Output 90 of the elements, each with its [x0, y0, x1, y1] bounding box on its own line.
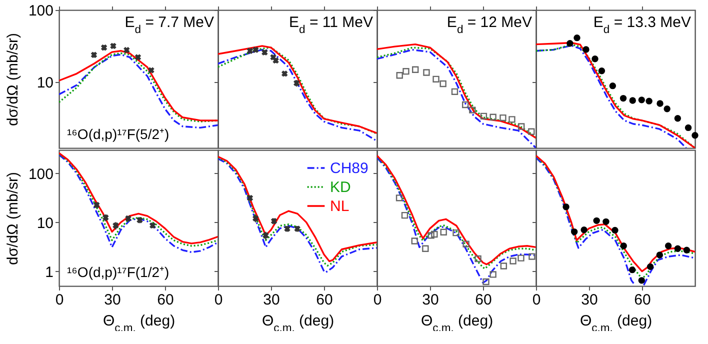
point [528, 253, 536, 260]
point [412, 66, 419, 73]
y-axis-title: dσ/dΩ (mb/sr) [4, 172, 22, 265]
point [620, 242, 627, 250]
annotation: ¹⁶O(d,p)¹⁷F(5/2⁺) [67, 126, 170, 142]
x-tick-label: 0 [532, 292, 541, 308]
point [508, 116, 516, 123]
point [422, 245, 429, 252]
point [566, 40, 574, 47]
legend-label: NL [330, 198, 350, 215]
x-tick-label: 0 [214, 292, 223, 308]
point [396, 194, 403, 202]
chart-title: E$_{d}$ = 12 MeV [446, 14, 532, 36]
x-tick-label: 60 [634, 292, 651, 308]
point [656, 252, 664, 258]
point [423, 69, 430, 76]
point [684, 124, 692, 132]
point [528, 128, 535, 135]
point [518, 123, 525, 130]
point [656, 100, 664, 107]
point [574, 34, 580, 42]
point [500, 114, 506, 122]
point [411, 238, 418, 244]
point [638, 277, 645, 284]
point [396, 72, 403, 79]
x-tick-label: 30 [263, 292, 280, 308]
point [629, 97, 636, 104]
point [134, 54, 142, 60]
point [428, 232, 434, 239]
x-tick-label: 60 [157, 292, 174, 308]
point [620, 94, 627, 102]
point [580, 226, 588, 234]
legend-label: KD [330, 179, 352, 196]
point [518, 254, 524, 262]
point [482, 278, 490, 286]
point [462, 101, 469, 108]
point [628, 266, 636, 274]
y-axis-title: dσ/dΩ (mb/sr) [4, 33, 22, 126]
point [646, 263, 654, 270]
point [692, 132, 698, 139]
point [452, 229, 460, 236]
point [451, 88, 458, 95]
point [598, 68, 606, 74]
point [440, 228, 447, 236]
point [281, 70, 288, 77]
y-tick-label: 100 [28, 2, 54, 20]
y-tick-label: 100 [28, 166, 54, 183]
x-tick-label: 0 [373, 292, 382, 308]
point [683, 246, 690, 254]
y-tick-label: 10 [36, 74, 54, 92]
point [664, 242, 672, 250]
chart-title: E$_{d}$ = 13.3 MeV [593, 14, 691, 36]
point [609, 82, 616, 90]
point [440, 80, 446, 88]
point [602, 218, 610, 226]
y-tick-label: 10 [36, 214, 54, 232]
point [462, 240, 470, 248]
point [401, 212, 408, 219]
point [500, 262, 508, 270]
point [490, 114, 496, 120]
point [562, 203, 570, 210]
point [474, 255, 482, 262]
x-tick-label: 60 [475, 292, 492, 308]
y-tick-label: 1 [45, 264, 54, 281]
point [431, 230, 438, 238]
point [646, 98, 652, 104]
point [469, 106, 476, 114]
point [674, 245, 682, 252]
x-tick-label: 60 [316, 292, 333, 308]
legend-label: CH89 [330, 160, 368, 177]
point [510, 258, 516, 264]
point [664, 106, 670, 112]
point [490, 271, 496, 278]
chart-title: E$_{d}$ = 7.7 MeV [124, 14, 214, 36]
point [570, 228, 578, 236]
x-tick-label: 0 [55, 292, 64, 308]
point [592, 55, 598, 62]
point [432, 76, 440, 82]
x-tick-label: 30 [581, 292, 598, 308]
annotation: ¹⁶O(d,p)¹⁷F(1/2⁺) [67, 264, 170, 280]
point [593, 217, 600, 224]
chart-title: E$_{d}$ = 11 MeV [289, 14, 373, 36]
point [480, 112, 488, 120]
point [638, 96, 645, 104]
x-tick-label: 30 [104, 292, 121, 308]
x-tick-label: 30 [422, 292, 439, 308]
point [674, 115, 682, 122]
point [402, 68, 410, 75]
point [612, 226, 618, 234]
point [582, 46, 590, 53]
